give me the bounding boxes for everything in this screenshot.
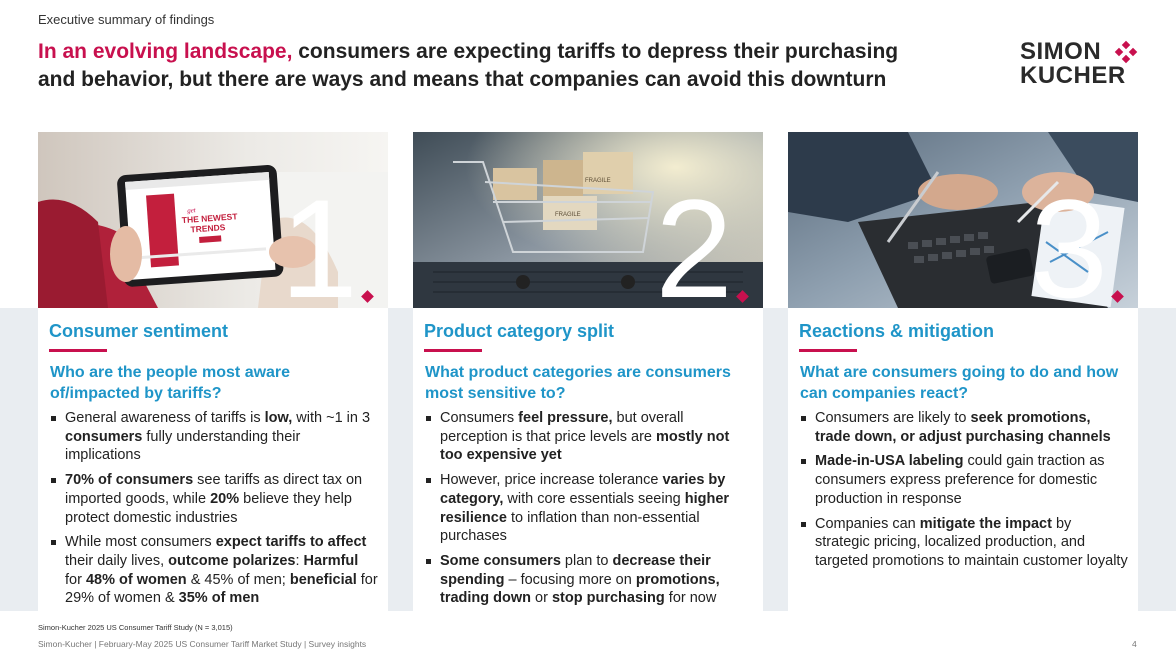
card-content: Product category split What product cate… [424,320,753,614]
bullet-emphasis: 20% [210,490,240,507]
section-kicker: Executive summary of findings [38,12,215,27]
bullet-text: However, price increase tolerance [440,472,663,489]
card-number: 2 [655,170,733,327]
bullet-text: Consumers are likely to [815,410,971,426]
bullet-emphasis: Harmful [303,552,359,569]
card-consumer-sentiment: get THE NEWEST TRENDS 1 Consumer sentime… [38,132,388,611]
svg-text:FRAGILE: FRAGILE [585,178,611,184]
bullet-text: their daily lives, [65,552,169,569]
title-rule [799,349,857,352]
bullet-item: Some consumers plan to decrease their sp… [424,552,753,608]
card-question: What product categories are consumers mo… [425,364,731,402]
page-number: 4 [1132,639,1137,649]
bullet-emphasis: mitigate the impact [919,515,1052,532]
bullet-text: fully understanding their implications [65,428,301,464]
bullet-item: 70% of consumers see tariffs as direct t… [49,471,378,527]
bullet-emphasis: mostly not too expensive yet [440,428,730,464]
bullet-emphasis: consumers [65,428,143,445]
bullet-item: Consumers feel pressure, but overall per… [424,409,753,465]
bullet-emphasis: beneficial [289,571,357,588]
page-headline: In an evolving landscape, consumers are … [38,38,938,94]
bullet-emphasis: outcome polarizes [168,552,296,569]
card-title: Product category split [424,321,615,341]
card-question: What are consumers going to do and how c… [800,364,1119,402]
logo-diamonds-icon [1114,40,1138,64]
bullet-emphasis: varies by category, [440,472,726,507]
bullet-text: with ~1 in 3 [292,410,371,426]
logo-line2: KUCHER [1020,62,1126,89]
bullet-text: : [295,552,304,569]
bullet-text: plan to [560,552,613,569]
bullet-item: Made-in-USA labeling could gain traction… [799,452,1128,508]
svg-text:THE NEWEST: THE NEWEST [181,211,238,225]
bullet-text: for 29% of women & [65,571,378,607]
bullet-list: General awareness of tariffs is low, wit… [49,409,378,608]
bullet-text: by strategic pricing, localized producti… [815,515,1128,569]
svg-text:TRENDS: TRENDS [190,222,226,234]
footer-text: Simon-Kucher | February-May 2025 US Cons… [38,639,367,649]
bullet-text: see tariffs as direct tax on imported go… [65,472,363,507]
bullet-text: with core essentials seeing [503,490,685,507]
card-number: 1 [280,170,358,327]
bullet-emphasis: low, [264,410,293,426]
bullet-text: While most consumers [65,534,216,551]
bullet-emphasis: stop purchasing [551,590,665,607]
bullet-text: Companies can [815,515,920,532]
headline-accent: In an evolving landscape, [38,40,293,63]
card-question: Who are the people most aware of/impacte… [50,364,291,402]
card-title: Reactions & mitigation [799,321,995,341]
card-number: 3 [1030,170,1108,327]
bullet-emphasis: higher resilience [440,490,730,526]
bullet-item: While most consumers expect tariffs to a… [49,533,378,608]
bullet-emphasis: 48% of women [85,571,187,588]
bullet-text: Consumers [440,410,519,426]
bullet-emphasis: 70% of consumers [65,472,194,489]
bullet-text: but overall perception is that price lev… [440,410,684,445]
bullet-list: Consumers feel pressure, but overall per… [424,409,753,608]
shopping-cart-image: FRAGILE FRAGILE [413,132,763,308]
bullet-text: & 45% of men; [186,571,290,588]
svg-text:FRAGILE: FRAGILE [555,212,581,218]
bullet-text: – focusing more on [504,571,636,588]
bullet-emphasis: decrease their spending [440,552,711,588]
source-note: Simon-Kucher 2025 US Consumer Tariff Stu… [38,623,233,632]
bullet-item: Consumers are likely to seek promotions,… [799,409,1128,446]
bullet-text: could gain traction as consumers express… [815,453,1105,507]
bullet-emphasis: promotions, trading down [440,571,720,607]
bullet-text: General awareness of tariffs is [65,410,265,426]
tablet-shopping-image: get THE NEWEST TRENDS [38,132,388,308]
headline-rest: consumers are expecting tariffs to depre… [38,40,899,91]
logo-line1: SIMON [1020,38,1102,65]
bullet-item: General awareness of tariffs is low, wit… [49,409,378,465]
bullet-text: for [65,571,86,588]
bullet-emphasis: seek promotions, trade down, or adjust p… [815,410,1111,445]
card-content: Reactions & mitigation What are consumer… [799,320,1128,577]
bullet-item: Companies can mitigate the impact by str… [799,515,1128,571]
bullet-emphasis: feel pressure, [518,410,613,426]
bullet-text: believe they help protect domestic indus… [65,490,352,526]
bullet-emphasis: Some consumers [440,552,561,569]
bullet-emphasis: Made-in-USA labeling [815,453,964,470]
bullet-item: However, price increase tolerance varies… [424,471,753,546]
bullet-text: for now [664,590,717,607]
bullet-emphasis: 35% of men [178,590,260,607]
bullet-emphasis: expect tariffs to affect [215,534,367,551]
simon-kucher-logo: SIMON KUCHER [1020,40,1140,88]
title-rule [49,349,107,352]
card-product-category-split: FRAGILE FRAGILE 2 Product category split… [413,132,763,611]
bullet-list: Consumers are likely to seek promotions,… [799,409,1128,571]
bullet-text: to inflation than non-essential purchase… [440,509,700,545]
business-meeting-image [788,132,1138,308]
card-content: Consumer sentiment Who are the people mo… [49,320,378,614]
card-reactions-mitigation: 3 Reactions & mitigation What are consum… [788,132,1138,611]
card-title: Consumer sentiment [49,321,229,341]
svg-text:get: get [187,206,197,215]
bullet-text: or [531,590,552,607]
title-rule [424,349,482,352]
